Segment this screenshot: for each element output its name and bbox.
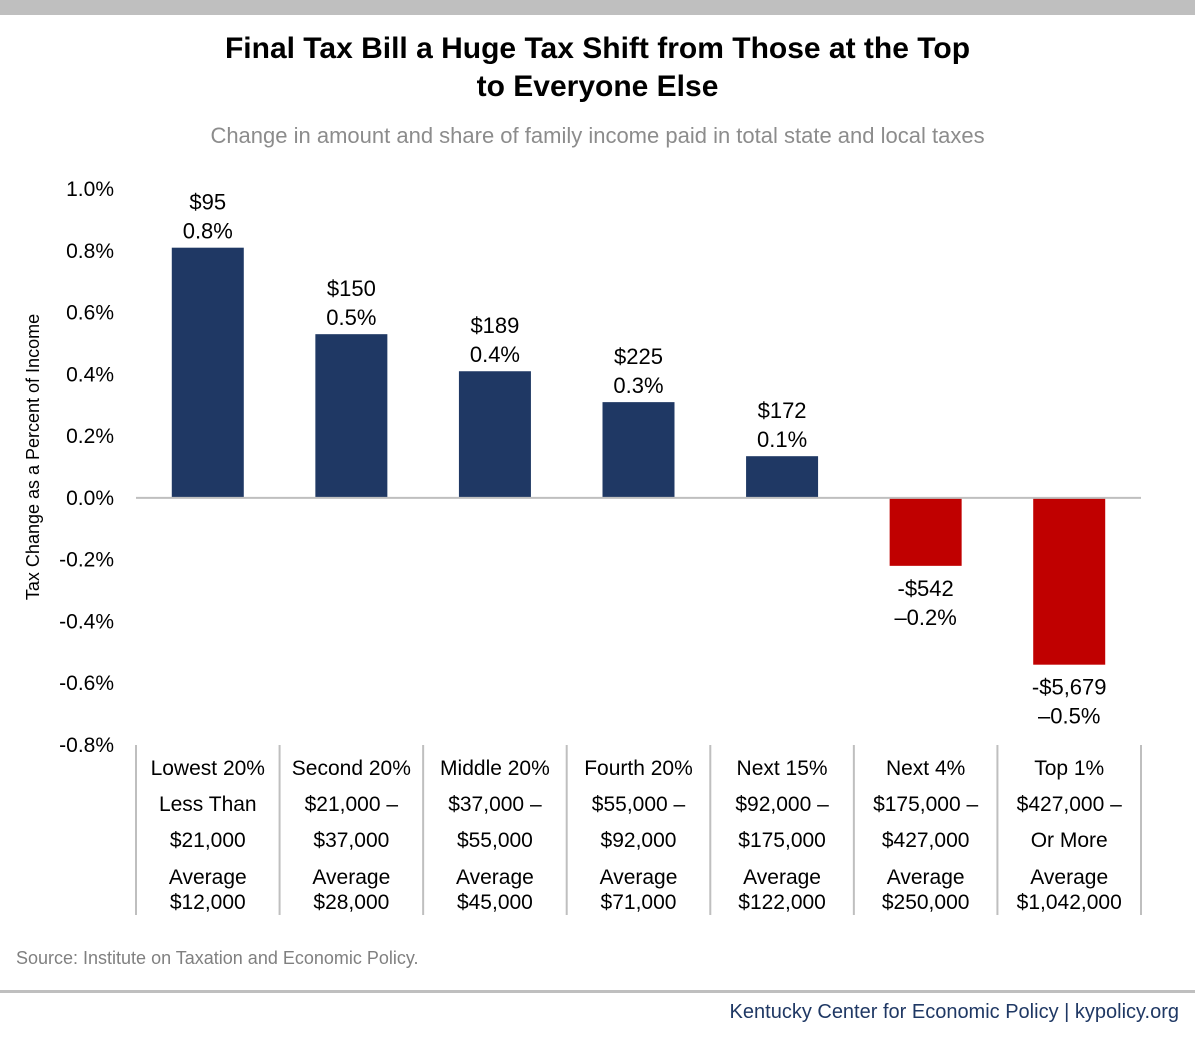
bar: [1033, 497, 1106, 665]
category-label: Next 15%: [737, 757, 828, 780]
y-tick-label: -0.4%: [59, 610, 114, 633]
category-label: Average: [169, 866, 247, 889]
y-tick-label: -0.2%: [59, 549, 114, 572]
y-tick-label: 0.6%: [66, 302, 114, 325]
category-label: $21,000: [170, 829, 246, 852]
category-label: Or More: [1031, 829, 1108, 852]
data-label-amount: $225: [614, 344, 663, 369]
data-label-amount: $150: [327, 276, 376, 301]
bar: [602, 402, 675, 498]
category-label: Average: [600, 866, 678, 889]
credit-line: Kentucky Center for Economic Policy | ky…: [729, 1001, 1179, 1023]
category-label: $45,000: [457, 891, 533, 914]
category-label: $28,000: [313, 891, 389, 914]
chart-title: Final Tax Bill a Huge Tax Shift from Tho…: [0, 30, 1195, 106]
data-label-amount: $172: [758, 398, 807, 423]
category-label: Average: [1030, 866, 1108, 889]
category-label: Fourth 20%: [584, 757, 693, 780]
y-tick-label: 0.0%: [66, 487, 114, 510]
data-label-percent: 0.1%: [757, 427, 807, 452]
category-label: $122,000: [738, 891, 826, 914]
chart-title-line-2: to Everyone Else: [476, 70, 719, 103]
top-rule: [0, 0, 1195, 15]
category-label: Average: [456, 866, 534, 889]
category-label: $37,000 –: [448, 793, 542, 816]
data-label-percent: 0.3%: [613, 373, 663, 398]
data-label-percent: 0.8%: [183, 219, 233, 244]
bar: [315, 334, 388, 498]
data-label-amount: -$542: [898, 576, 954, 601]
category-label: Top 1%: [1034, 757, 1104, 780]
category-label: $12,000: [170, 891, 246, 914]
category-label: $55,000 –: [592, 793, 686, 816]
chart-subtitle: Change in amount and share of family inc…: [210, 123, 985, 148]
data-label-percent: 0.4%: [470, 342, 520, 367]
category-label: Next 4%: [886, 757, 965, 780]
category-label: Middle 20%: [440, 757, 550, 780]
category-label: $427,000: [882, 829, 970, 852]
category-label: Lowest 20%: [151, 757, 265, 780]
category-label: Less Than: [159, 793, 257, 816]
bar: [746, 456, 819, 498]
data-label-percent: 0.5%: [326, 305, 376, 330]
y-tick-label: -0.6%: [59, 672, 114, 695]
y-axis-title: Tax Change as a Percent of Income: [23, 314, 43, 600]
source-note: Source: Institute on Taxation and Econom…: [16, 948, 419, 968]
y-tick-label: 0.8%: [66, 240, 114, 263]
category-label: $92,000: [601, 829, 677, 852]
bar: [171, 247, 244, 498]
category-label: $175,000: [738, 829, 826, 852]
category-label: Average: [887, 866, 965, 889]
y-tick-label: -0.8%: [59, 734, 114, 757]
data-label-amount: $95: [189, 190, 226, 215]
data-label-percent: –0.2%: [894, 605, 956, 630]
category-label: $92,000 –: [735, 793, 829, 816]
bottom-rule: [0, 990, 1195, 993]
bar: [458, 371, 531, 498]
category-label: $71,000: [601, 891, 677, 914]
category-label: $37,000: [313, 829, 389, 852]
y-tick-label: 0.4%: [66, 363, 114, 386]
category-label: $55,000: [457, 829, 533, 852]
chart-title-line-1: Final Tax Bill a Huge Tax Shift from Tho…: [224, 32, 971, 65]
category-label: $250,000: [882, 891, 970, 914]
category-label: $21,000 –: [305, 793, 399, 816]
data-label-percent: –0.5%: [1038, 704, 1100, 729]
category-label: Second 20%: [292, 757, 411, 780]
y-tick-label: 1.0%: [66, 178, 114, 201]
y-tick-label: 0.2%: [66, 425, 114, 448]
category-label: Average: [743, 866, 821, 889]
data-label-amount: -$5,679: [1032, 675, 1107, 700]
category-label: $1,042,000: [1017, 891, 1122, 914]
bar: [889, 497, 962, 566]
category-label: $427,000 –: [1017, 793, 1122, 816]
bar-chart: 1.0% 0.8% 0.6% 0.4% 0.2% 0.0% -0.2% -0.4% -0.6% -…: [23, 178, 1142, 915]
data-label-amount: $189: [470, 313, 519, 338]
category-label: $175,000 –: [873, 793, 978, 816]
category-label: Average: [312, 866, 390, 889]
